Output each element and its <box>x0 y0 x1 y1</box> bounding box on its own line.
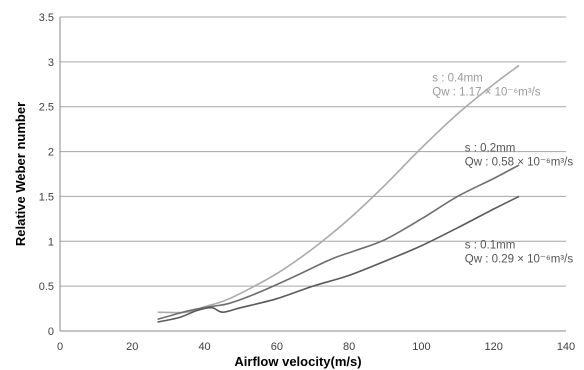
y-tick-label: 2.5 <box>39 102 54 114</box>
y-tick-label: 0 <box>48 326 54 338</box>
y-tick-label: 1.5 <box>39 191 54 203</box>
x-tick-label: 100 <box>412 341 430 353</box>
x-tick-label: 80 <box>343 341 355 353</box>
series-line-1 <box>157 64 520 314</box>
series-line-3 <box>157 195 520 323</box>
x-tick-label: 40 <box>198 341 210 353</box>
x-tick-label: 120 <box>485 341 503 353</box>
y-tick-label: 1 <box>48 236 54 248</box>
annotation-label: Qw : 0.29 × 10⁻⁶m³/s <box>465 253 574 265</box>
x-tick-label: 0 <box>57 341 63 353</box>
annotation-label: s : 0.1mm <box>465 239 515 251</box>
y-tick-label: 3 <box>48 57 54 69</box>
annotation-label: s : 0.2mm <box>465 143 515 155</box>
annotation-label: Qw : 0.58 × 10⁻⁶m³/s <box>465 157 574 169</box>
x-axis-title: Airflow velocity(m/s) <box>234 354 361 369</box>
x-tick-label: 140 <box>557 341 575 353</box>
x-tick-label: 60 <box>271 341 283 353</box>
y-tick-label: 3.5 <box>39 12 54 24</box>
y-tick-label: 2 <box>48 147 54 159</box>
y-axis-title: Relative Weber number <box>13 102 28 246</box>
y-tick-label: 0.5 <box>39 281 54 293</box>
annotation-label: s : 0.4mm <box>432 73 482 85</box>
annotation-label: Qw : 1.17 × 10⁻⁶m³/s <box>432 87 541 99</box>
x-tick-label: 20 <box>126 341 138 353</box>
